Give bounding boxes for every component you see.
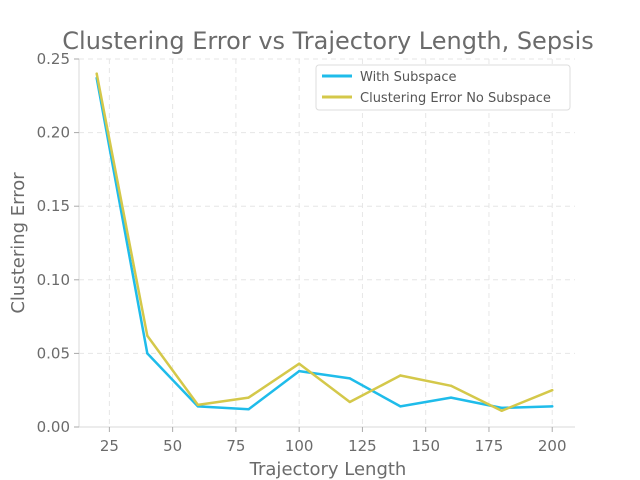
x-tick-label: 25 xyxy=(100,437,119,455)
data-point xyxy=(449,396,453,399)
legend-box xyxy=(315,64,571,111)
x-tick-label: 100 xyxy=(285,437,314,455)
axes xyxy=(74,58,575,432)
data-point xyxy=(247,408,250,411)
y-axis-label: Clustering Error xyxy=(8,172,29,314)
x-tick-label: 150 xyxy=(411,437,440,455)
data-point xyxy=(500,406,503,410)
data-point xyxy=(500,409,503,413)
x-tick-label: 125 xyxy=(348,437,377,455)
series-line-no-subspace xyxy=(95,72,554,413)
data-point xyxy=(247,396,250,399)
x-tick-label: 175 xyxy=(475,437,504,455)
data-point xyxy=(297,362,301,365)
data-point xyxy=(399,405,402,408)
y-tick-label: 0.15 xyxy=(37,197,70,215)
series-line-with-subspace xyxy=(95,76,554,411)
data-point xyxy=(348,377,351,380)
data-point xyxy=(551,405,554,408)
x-tick-label: 50 xyxy=(163,437,182,455)
y-tick-label: 0.00 xyxy=(37,418,70,436)
legend-label-with-subspace: With Subspace xyxy=(360,70,457,85)
data-point xyxy=(449,384,453,387)
y-tick-label: 0.10 xyxy=(37,271,70,289)
y-tick-label: 0.25 xyxy=(37,50,70,68)
data-point xyxy=(196,403,200,407)
x-axis-label: Trajectory Length xyxy=(249,459,407,480)
y-tick-label: 0.20 xyxy=(37,124,70,142)
data-point xyxy=(95,72,98,75)
series-lines xyxy=(95,72,554,413)
legend: With Subspace Clustering Error No Subspa… xyxy=(315,64,571,111)
data-point xyxy=(348,400,351,404)
data-point xyxy=(297,369,301,373)
legend-label-no-subspace: Clustering Error No Subspace xyxy=(360,91,551,106)
data-point xyxy=(399,374,402,377)
data-point xyxy=(146,352,149,355)
data-point xyxy=(146,334,149,337)
x-tick-label: 75 xyxy=(226,437,245,455)
tick-labels: 25 50 75 100 125 150 175 200 0.00 0.05 0.10 0.15 0.2… xyxy=(37,50,567,455)
y-tick-label: 0.05 xyxy=(37,344,70,362)
data-point xyxy=(551,389,554,392)
chart-title: Clustering Error vs Trajectory Length, S… xyxy=(62,27,593,55)
x-tick-label: 200 xyxy=(538,437,567,455)
